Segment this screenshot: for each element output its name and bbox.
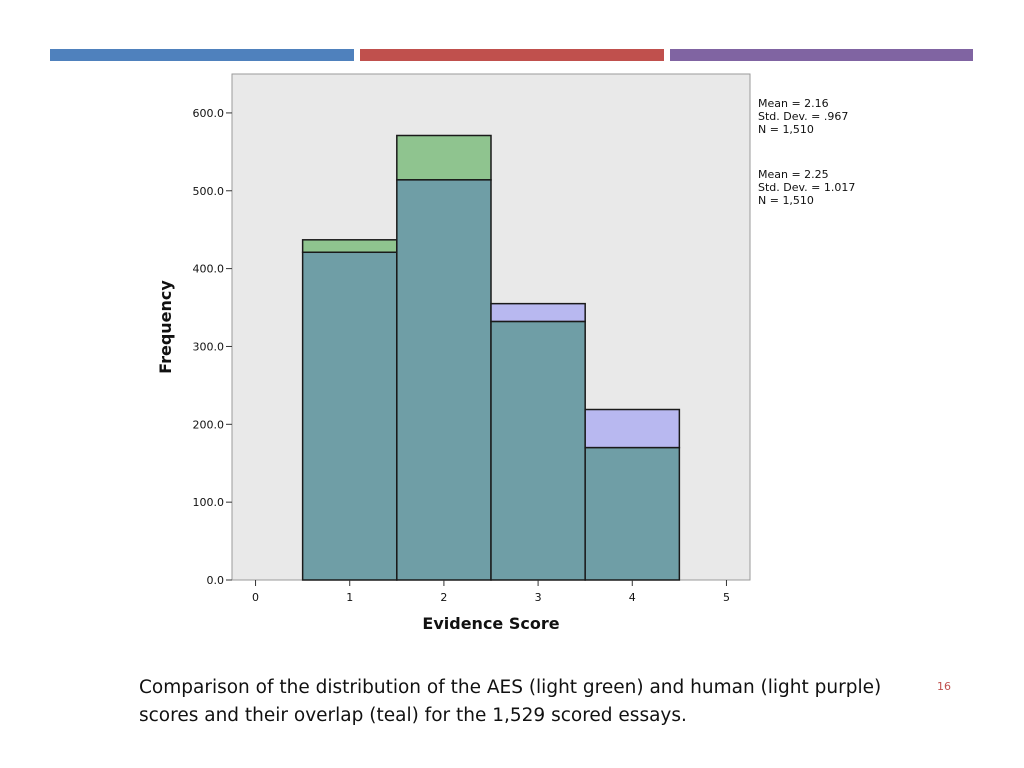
legend-aes-n: N = 1,510	[758, 123, 814, 136]
legend-human-n: N = 1,510	[758, 194, 814, 207]
y-axis-label: Frequency	[156, 280, 175, 374]
header-band-red	[360, 49, 664, 61]
aes-excess-bar-2	[396, 134, 492, 181]
overlap-bar-2	[396, 179, 492, 581]
x-tick-label: 2	[440, 591, 447, 604]
caption-line-2: scores and their overlap (teal) for the …	[139, 705, 687, 726]
aes-excess-bar-1	[301, 239, 398, 254]
y-tick-label: 500.0	[193, 185, 225, 198]
x-tick-label: 5	[723, 591, 730, 604]
y-tick-label: 0.0	[207, 574, 225, 587]
header-band-purple	[670, 49, 973, 61]
legend-human-std: Std. Dev. = 1.017	[758, 181, 855, 194]
overlap-bar-3	[490, 320, 586, 581]
x-tick-label: 3	[535, 591, 542, 604]
x-axis-label: Evidence Score	[422, 614, 559, 633]
y-tick-label: 400.0	[193, 263, 225, 276]
overlap-bar-4	[584, 446, 681, 581]
y-tick-label: 100.0	[193, 496, 225, 509]
legend-aes-mean: Mean = 2.16	[758, 97, 829, 110]
page-number: 16	[937, 680, 951, 693]
x-tick-label: 4	[629, 591, 636, 604]
human-excess-bar-4	[584, 408, 681, 449]
y-tick-label: 600.0	[193, 107, 225, 120]
legend-human-mean: Mean = 2.25	[758, 168, 829, 181]
figure-caption: Comparison of the distribution of the AE…	[139, 674, 899, 730]
x-tick-label: 0	[252, 591, 259, 604]
human-excess-bar-3	[490, 302, 586, 323]
overlap-bar-1	[301, 251, 398, 581]
header-band-blue	[50, 49, 354, 61]
legend-aes-std: Std. Dev. = .967	[758, 110, 848, 123]
y-tick-label: 300.0	[193, 340, 225, 353]
x-tick-label: 1	[346, 591, 353, 604]
y-tick-label: 200.0	[193, 418, 225, 431]
caption-line-1: Comparison of the distribution of the AE…	[139, 677, 882, 698]
